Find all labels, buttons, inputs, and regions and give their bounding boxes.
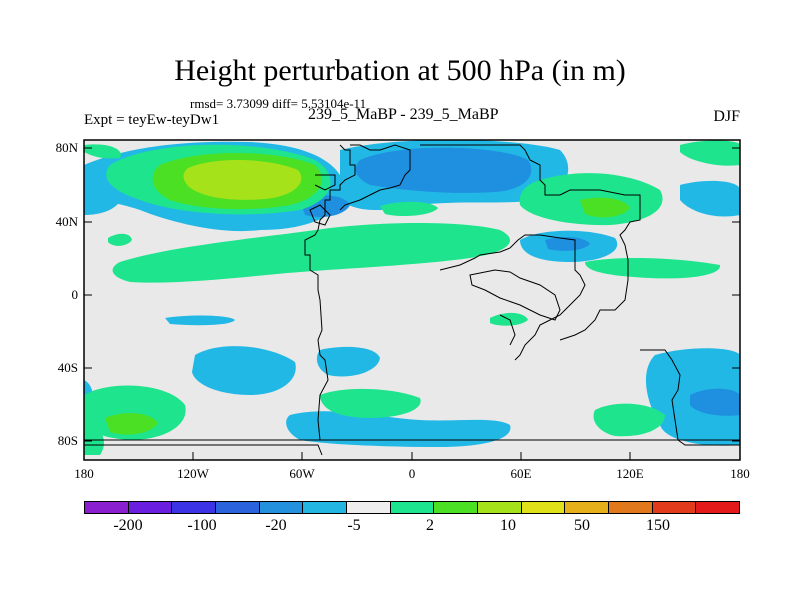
colorbar-label: 2: [426, 517, 434, 534]
coastline-africa: [439, 234, 586, 361]
colorbar-label: -5: [347, 517, 361, 534]
green-region-north-atlantic: [380, 201, 438, 216]
lat-label-40s: 40S: [57, 360, 78, 375]
lon-label-180e: 180: [730, 466, 750, 481]
colorbar-bin: [565, 502, 610, 513]
colorbar-bin: [478, 502, 522, 513]
coastline-arabia: [469, 269, 561, 321]
strong-green-eurasia: [580, 197, 630, 218]
yellow-green-north-pacific: [183, 159, 302, 200]
blue-region-south-indian: [690, 388, 740, 416]
colorbar-bin: [609, 502, 653, 513]
lon-label-120e: 120E: [616, 466, 644, 481]
cyan-region-south-pacific: [192, 346, 296, 395]
cyan-region-southern-ocean: [286, 411, 511, 447]
green-region-east-asia-band: [585, 258, 721, 279]
green-region-southern-pacific: [84, 420, 105, 455]
lon-label-180w: 180: [74, 466, 94, 481]
colorbar-label: 150: [646, 517, 670, 534]
colorbar: [84, 501, 740, 514]
colorbar-bin: [85, 502, 129, 513]
lon-label-60w: 60W: [289, 466, 315, 481]
map-title: Height perturbation at 500 hPa (in m): [174, 54, 626, 87]
cyan-region-west-edge: [84, 183, 122, 215]
coastline-north-america-inlet: [309, 204, 331, 226]
season-label: DJF: [713, 108, 740, 125]
colorbar-label: -100: [187, 517, 217, 534]
colorbar-bin: [303, 502, 348, 513]
cyan-region-far-east: [680, 180, 740, 217]
colorbar-bin: [216, 502, 260, 513]
green-region-south-indian: [593, 403, 665, 437]
colorbar-bin: [390, 502, 435, 513]
colorbar-label: -20: [265, 517, 287, 534]
coastline-australia: [640, 349, 740, 446]
green-region-south-atlantic: [320, 388, 421, 418]
colorbar-bin: [434, 502, 479, 513]
cyan-region-south-atlantic: [316, 346, 380, 377]
colorbar-label: 50: [574, 517, 590, 534]
experiment-label: Expt = teyEw-teyDw1: [84, 112, 220, 128]
lat-label-0: 0: [71, 287, 79, 302]
colorbar-bin: [128, 502, 173, 513]
coastline-north-america: [84, 144, 356, 456]
lon-label-120w: 120W: [177, 466, 209, 481]
lat-label-80n: 80N: [55, 140, 78, 155]
green-region-arctic: [680, 140, 740, 166]
coastlines: [84, 144, 740, 456]
green-region-subtropical-band: [112, 223, 510, 283]
colorbar-bin: [521, 502, 566, 513]
green-region-pacific-small: [108, 233, 132, 246]
colorbar-bin: [172, 502, 217, 513]
blue-region-arctic-north-atlantic: [355, 147, 532, 193]
very-strong-positive-regions: [183, 159, 302, 200]
coastline-eurasia: [420, 144, 641, 341]
lat-label-80s: 80S: [57, 433, 78, 448]
lon-label-60e: 60E: [510, 466, 532, 481]
strong-green-south-pacific: [105, 413, 158, 435]
green-region-north-edge: [84, 144, 121, 159]
colorbar-label: -200: [113, 517, 143, 534]
cyan-region-subtropical-pacific: [165, 315, 235, 326]
coastline-greenland: [339, 144, 411, 211]
stats-text: rmsd= 3.73099 diff= 5.53104e-11: [190, 96, 367, 111]
colorbar-label: 10: [500, 517, 516, 534]
blue-region-east-asia: [545, 236, 590, 251]
colorbar-bin: [696, 502, 740, 513]
colorbar-bin: [652, 502, 697, 513]
coastline-africa-inner: [499, 314, 516, 346]
coastline-greenland-inlet: [314, 174, 336, 191]
subtitle: 239_5_MaBP - 239_5_MaBP: [308, 106, 499, 123]
lon-label-0: 0: [408, 466, 416, 481]
colorbar-bin: [347, 502, 391, 513]
axis-ticks: [83, 147, 741, 460]
colorbar-bin: [259, 502, 304, 513]
lat-label-40n: 40N: [55, 214, 78, 229]
